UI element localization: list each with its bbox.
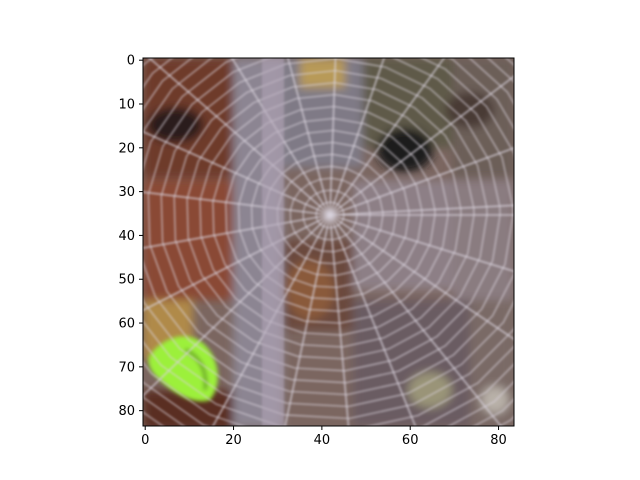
y-tick-label: 30 [118, 185, 135, 200]
web-spiral-strand [212, 105, 449, 324]
web-spiral-strand [173, 69, 488, 360]
x-tick-label: 40 [314, 433, 331, 448]
web-radial-strand [329, 214, 350, 426]
y-tick-label: 40 [118, 229, 135, 244]
web-radial-strand [329, 58, 337, 216]
y-tick-label: 60 [118, 317, 135, 332]
web-spiral-strand [302, 189, 358, 241]
y-tick-label: 70 [118, 360, 135, 375]
web-spiral-strand [143, 58, 514, 426]
web-spiral-strand [315, 201, 345, 229]
x-tick-label: 80 [490, 433, 507, 448]
y-tick-label: 20 [118, 141, 135, 156]
web-spiral-strand [238, 129, 423, 300]
web-radial-strand [287, 58, 331, 216]
web-spiral-strand [147, 58, 514, 384]
web-strands [143, 58, 514, 426]
x-axis: 0 20 40 60 80 [141, 426, 507, 448]
x-tick-label: 20 [225, 433, 242, 448]
y-axis: 0 10 20 30 40 50 60 70 80 [118, 54, 143, 419]
web-spiral-strand [250, 141, 410, 289]
y-tick-label: 80 [118, 404, 135, 419]
axes-frame [142, 57, 515, 427]
web-spiral-strand [143, 58, 514, 396]
x-tick-label: 0 [141, 433, 149, 448]
y-tick-label: 10 [118, 98, 135, 113]
web-spiral-strand [186, 81, 475, 348]
web-anchor-thread [262, 58, 284, 426]
web-spiral-strand [143, 58, 514, 420]
web-spiral-strand [143, 58, 514, 408]
web-radial-strand [148, 58, 331, 216]
spider-web-image [143, 58, 514, 426]
web-radial-strand [143, 214, 331, 397]
web-spiral-strand [289, 177, 371, 253]
web-radial-strand [212, 214, 331, 426]
web-radial-strand [329, 58, 385, 216]
y-tick-label: 0 [127, 54, 135, 69]
web-radial-strand [230, 58, 331, 216]
web-spiral-strand [225, 117, 436, 312]
web-radial-strand [329, 147, 514, 216]
web-spiral-strand [199, 93, 462, 336]
web-radial-strand [329, 214, 514, 273]
web-radial-strand [284, 214, 331, 426]
web-spiral-strand [143, 58, 514, 426]
web-spiral-strand [160, 58, 501, 372]
y-tick-label: 50 [118, 273, 135, 288]
web-radial-strand [329, 75, 514, 216]
web-radial-strand [329, 214, 417, 426]
x-tick-label: 60 [402, 433, 419, 448]
web-radial-strand [329, 214, 514, 341]
